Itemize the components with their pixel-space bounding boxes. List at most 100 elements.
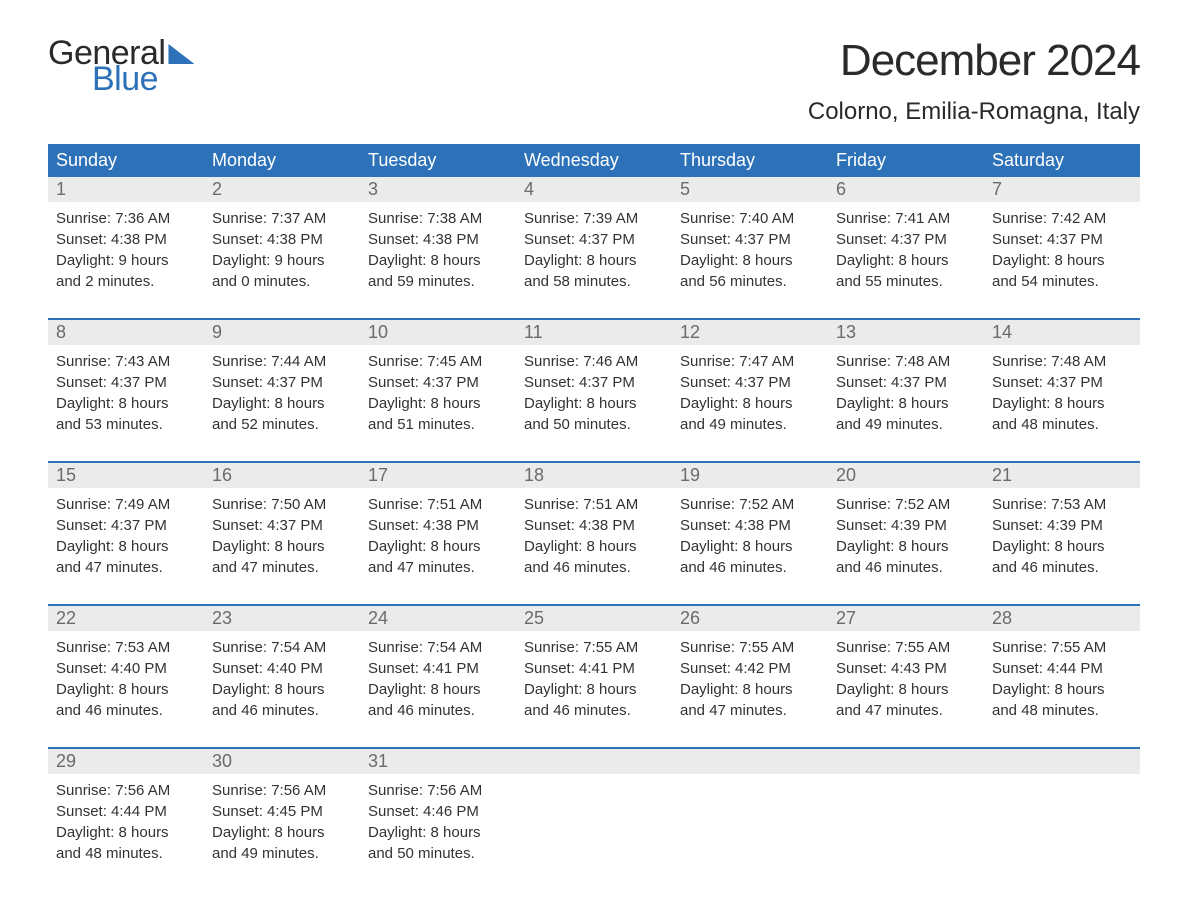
day-cell: Sunrise: 7:50 AMSunset: 4:37 PMDaylight:… — [204, 488, 360, 586]
sunrise-text: Sunrise: 7:40 AM — [680, 208, 820, 229]
daylight-text: Daylight: 8 hours — [680, 679, 820, 700]
day-cell: Sunrise: 7:56 AMSunset: 4:44 PMDaylight:… — [48, 774, 204, 872]
day-cell — [672, 774, 828, 872]
weekday-header-row: SundayMondayTuesdayWednesdayThursdayFrid… — [48, 144, 1140, 177]
day-number: 19 — [672, 463, 828, 488]
day-cell: Sunrise: 7:49 AMSunset: 4:37 PMDaylight:… — [48, 488, 204, 586]
day-number: 13 — [828, 320, 984, 345]
title-block: December 2024 Colorno, Emilia-Romagna, I… — [808, 36, 1140, 126]
sunset-text: Sunset: 4:37 PM — [56, 372, 196, 393]
day-number: 25 — [516, 606, 672, 631]
sunrise-text: Sunrise: 7:37 AM — [212, 208, 352, 229]
sunset-text: Sunset: 4:37 PM — [56, 515, 196, 536]
day-cell: Sunrise: 7:42 AMSunset: 4:37 PMDaylight:… — [984, 202, 1140, 300]
day-number: 1 — [48, 177, 204, 202]
day-cell: Sunrise: 7:40 AMSunset: 4:37 PMDaylight:… — [672, 202, 828, 300]
day-cell: Sunrise: 7:46 AMSunset: 4:37 PMDaylight:… — [516, 345, 672, 443]
sunrise-text: Sunrise: 7:47 AM — [680, 351, 820, 372]
day-cell: Sunrise: 7:51 AMSunset: 4:38 PMDaylight:… — [360, 488, 516, 586]
daylight-text: Daylight: 8 hours — [56, 822, 196, 843]
sunset-text: Sunset: 4:37 PM — [524, 372, 664, 393]
sunset-text: Sunset: 4:37 PM — [680, 229, 820, 250]
sunrise-text: Sunrise: 7:38 AM — [368, 208, 508, 229]
sunset-text: Sunset: 4:37 PM — [992, 229, 1132, 250]
day-number: 10 — [360, 320, 516, 345]
day-number: 3 — [360, 177, 516, 202]
day-cell: Sunrise: 7:52 AMSunset: 4:38 PMDaylight:… — [672, 488, 828, 586]
daylight-text: and 47 minutes. — [368, 557, 508, 578]
day-number: 31 — [360, 749, 516, 774]
daylight-text: and 47 minutes. — [56, 557, 196, 578]
day-number: 15 — [48, 463, 204, 488]
weekday-label: Monday — [204, 144, 360, 177]
sunset-text: Sunset: 4:37 PM — [836, 229, 976, 250]
daylight-text: and 2 minutes. — [56, 271, 196, 292]
daylight-text: and 48 minutes. — [992, 414, 1132, 435]
day-cell: Sunrise: 7:48 AMSunset: 4:37 PMDaylight:… — [984, 345, 1140, 443]
daylight-text: and 50 minutes. — [368, 843, 508, 864]
daylight-text: and 58 minutes. — [524, 271, 664, 292]
day-number: 8 — [48, 320, 204, 345]
calendar-week: 22232425262728Sunrise: 7:53 AMSunset: 4:… — [48, 604, 1140, 729]
daylight-text: Daylight: 8 hours — [680, 250, 820, 271]
sunrise-text: Sunrise: 7:45 AM — [368, 351, 508, 372]
daylight-text: Daylight: 8 hours — [992, 393, 1132, 414]
day-cell — [984, 774, 1140, 872]
day-cell: Sunrise: 7:56 AMSunset: 4:46 PMDaylight:… — [360, 774, 516, 872]
daylight-text: Daylight: 9 hours — [56, 250, 196, 271]
day-cell: Sunrise: 7:55 AMSunset: 4:44 PMDaylight:… — [984, 631, 1140, 729]
daylight-text: Daylight: 8 hours — [56, 536, 196, 557]
daylight-text: and 46 minutes. — [56, 700, 196, 721]
day-cell: Sunrise: 7:55 AMSunset: 4:42 PMDaylight:… — [672, 631, 828, 729]
sunrise-text: Sunrise: 7:39 AM — [524, 208, 664, 229]
daylight-text: Daylight: 8 hours — [212, 536, 352, 557]
sunset-text: Sunset: 4:45 PM — [212, 801, 352, 822]
sunrise-text: Sunrise: 7:55 AM — [524, 637, 664, 658]
daylight-text: Daylight: 8 hours — [368, 393, 508, 414]
day-number-row: 1234567 — [48, 177, 1140, 202]
header: General Blue December 2024 Colorno, Emil… — [48, 36, 1140, 126]
sunrise-text: Sunrise: 7:55 AM — [992, 637, 1132, 658]
sunset-text: Sunset: 4:37 PM — [368, 372, 508, 393]
sunset-text: Sunset: 4:41 PM — [368, 658, 508, 679]
daylight-text: and 59 minutes. — [368, 271, 508, 292]
daylight-text: and 46 minutes. — [368, 700, 508, 721]
month-title: December 2024 — [808, 36, 1140, 86]
day-cell: Sunrise: 7:36 AMSunset: 4:38 PMDaylight:… — [48, 202, 204, 300]
day-cell: Sunrise: 7:47 AMSunset: 4:37 PMDaylight:… — [672, 345, 828, 443]
day-cell — [516, 774, 672, 872]
sunset-text: Sunset: 4:44 PM — [992, 658, 1132, 679]
sunrise-text: Sunrise: 7:51 AM — [368, 494, 508, 515]
daylight-text: and 46 minutes. — [524, 557, 664, 578]
day-number — [516, 749, 672, 774]
daylight-text: Daylight: 8 hours — [368, 250, 508, 271]
day-number: 30 — [204, 749, 360, 774]
sunset-text: Sunset: 4:38 PM — [212, 229, 352, 250]
sunrise-text: Sunrise: 7:51 AM — [524, 494, 664, 515]
daylight-text: and 47 minutes. — [212, 557, 352, 578]
day-number: 20 — [828, 463, 984, 488]
sunrise-text: Sunrise: 7:41 AM — [836, 208, 976, 229]
day-cell: Sunrise: 7:44 AMSunset: 4:37 PMDaylight:… — [204, 345, 360, 443]
day-number: 12 — [672, 320, 828, 345]
daylight-text: Daylight: 8 hours — [680, 393, 820, 414]
day-number: 16 — [204, 463, 360, 488]
sunrise-text: Sunrise: 7:42 AM — [992, 208, 1132, 229]
calendar-week: 1234567Sunrise: 7:36 AMSunset: 4:38 PMDa… — [48, 177, 1140, 300]
day-cell: Sunrise: 7:53 AMSunset: 4:39 PMDaylight:… — [984, 488, 1140, 586]
day-number: 23 — [204, 606, 360, 631]
daylight-text: and 56 minutes. — [680, 271, 820, 292]
day-cell: Sunrise: 7:41 AMSunset: 4:37 PMDaylight:… — [828, 202, 984, 300]
day-number: 26 — [672, 606, 828, 631]
daylight-text: Daylight: 8 hours — [56, 393, 196, 414]
daylight-text: Daylight: 8 hours — [212, 679, 352, 700]
daylight-text: Daylight: 8 hours — [212, 393, 352, 414]
day-cell: Sunrise: 7:52 AMSunset: 4:39 PMDaylight:… — [828, 488, 984, 586]
day-cell: Sunrise: 7:55 AMSunset: 4:43 PMDaylight:… — [828, 631, 984, 729]
sunset-text: Sunset: 4:38 PM — [368, 515, 508, 536]
logo-text-blue: Blue — [92, 62, 194, 96]
sunrise-text: Sunrise: 7:54 AM — [368, 637, 508, 658]
day-cell: Sunrise: 7:39 AMSunset: 4:37 PMDaylight:… — [516, 202, 672, 300]
sunset-text: Sunset: 4:43 PM — [836, 658, 976, 679]
day-number: 24 — [360, 606, 516, 631]
